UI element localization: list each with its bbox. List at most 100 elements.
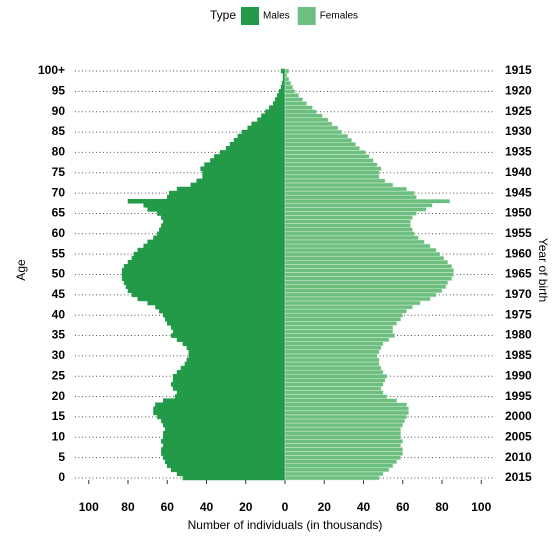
- bar: [284, 255, 445, 261]
- bar: [284, 211, 417, 216]
- bar: [284, 101, 307, 106]
- bar: [278, 89, 286, 94]
- y-axis-title: Age: [14, 259, 28, 281]
- bar: [284, 418, 405, 424]
- bar: [284, 451, 404, 456]
- y2-tick-label: 1950: [505, 206, 532, 220]
- bar: [147, 207, 286, 212]
- bar: [284, 113, 323, 119]
- bar: [284, 89, 296, 94]
- y-tick-label: 75: [52, 165, 66, 179]
- bar: [186, 345, 286, 351]
- bar: [176, 471, 286, 477]
- bar: [284, 475, 380, 481]
- x-tick-label: 100: [79, 500, 99, 514]
- bar: [284, 239, 425, 245]
- bar: [190, 182, 286, 188]
- bar: [284, 264, 453, 269]
- x-tick-label: 40: [357, 500, 371, 514]
- bar: [153, 235, 286, 241]
- bar: [284, 219, 411, 224]
- bar: [284, 459, 398, 464]
- bar: [284, 312, 404, 318]
- bar: [284, 386, 382, 391]
- bar: [284, 227, 413, 233]
- bar: [284, 178, 386, 184]
- bar: [123, 264, 286, 269]
- bar: [127, 260, 286, 265]
- bar: [284, 471, 384, 477]
- bar: [161, 451, 286, 456]
- bar: [196, 178, 286, 184]
- y-tick-label: 70: [52, 185, 66, 199]
- bar: [182, 475, 286, 481]
- bar: [284, 443, 402, 448]
- bar: [284, 280, 449, 285]
- bar: [180, 365, 286, 371]
- bar: [284, 251, 441, 257]
- y2-tick-label: 1945: [505, 185, 532, 199]
- x-axis-title: Number of individuals (in thousands): [188, 518, 383, 532]
- bar: [284, 390, 384, 395]
- bar: [166, 194, 286, 200]
- bar: [284, 434, 402, 440]
- bar: [157, 414, 286, 420]
- y-tick-label: 45: [52, 287, 66, 301]
- bar: [284, 235, 419, 241]
- y-tick-label: 5: [58, 450, 65, 464]
- bar: [284, 125, 339, 131]
- y-tick-label: 25: [52, 368, 66, 382]
- bar: [202, 170, 286, 176]
- y-tick-label: 80: [52, 145, 66, 159]
- bar: [127, 288, 286, 294]
- bar: [284, 207, 427, 212]
- bar: [284, 186, 407, 192]
- bar: [272, 101, 286, 106]
- x-tick-label: 40: [200, 500, 214, 514]
- bar: [170, 382, 286, 387]
- bar: [251, 121, 286, 127]
- bar: [155, 304, 286, 310]
- bar: [147, 239, 286, 245]
- y-tick-label: 55: [52, 246, 66, 260]
- bar: [284, 426, 402, 432]
- bar: [284, 373, 388, 379]
- bar: [284, 325, 394, 330]
- bar: [157, 231, 286, 237]
- y2-tick-label: 1920: [505, 84, 532, 98]
- bar: [280, 68, 286, 74]
- bar: [219, 150, 286, 155]
- bar: [284, 276, 453, 281]
- bar: [284, 430, 402, 436]
- x-tick-label: 100: [471, 500, 491, 514]
- bar: [284, 158, 374, 163]
- bar: [284, 223, 411, 228]
- y2-tick-label: 1930: [505, 124, 532, 138]
- bar: [280, 85, 286, 90]
- bar: [161, 215, 286, 220]
- bar: [284, 357, 380, 363]
- bar: [157, 211, 286, 216]
- bar: [284, 394, 388, 399]
- bar: [284, 80, 292, 86]
- bar: [284, 333, 396, 338]
- bar: [233, 137, 286, 143]
- y2-tick-label: 2000: [505, 409, 532, 423]
- bar: [127, 198, 286, 204]
- bar: [200, 166, 286, 171]
- y-tick-label: 10: [52, 429, 66, 443]
- bar: [284, 410, 409, 416]
- x-tick-label: 20: [239, 500, 253, 514]
- y2-tick-label: 1965: [505, 267, 532, 281]
- bar: [284, 292, 437, 298]
- bar: [284, 85, 294, 90]
- bar: [284, 272, 455, 277]
- bar: [284, 300, 421, 306]
- bar: [284, 455, 402, 460]
- legend-title: Type: [210, 8, 236, 22]
- bar: [161, 418, 286, 424]
- bar: [265, 109, 286, 115]
- y-tick-label: 40: [52, 307, 66, 321]
- bar: [284, 345, 382, 351]
- bar: [137, 296, 286, 302]
